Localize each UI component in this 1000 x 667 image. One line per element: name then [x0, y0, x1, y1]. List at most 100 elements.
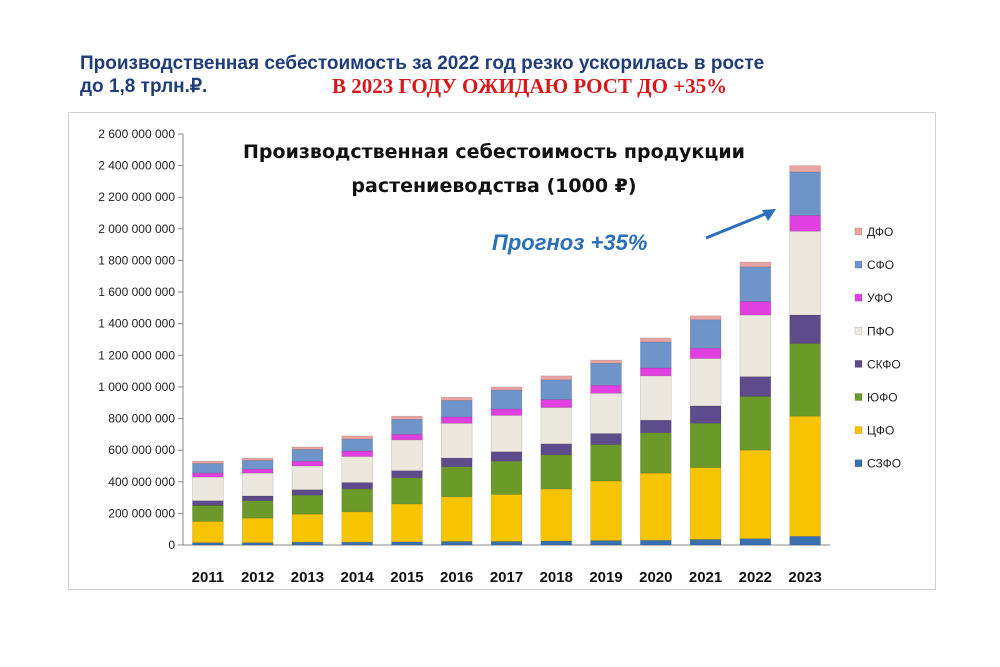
bar-segment-2012-ПФО: [241, 472, 274, 497]
bar-segment-2011-СФО: [192, 463, 224, 474]
bar-stack-2017: [490, 386, 523, 546]
bar-segment-2013-СКФО: [291, 489, 324, 496]
bar-segment-2022-ПФО: [739, 314, 772, 377]
bar-stack-2016: [441, 396, 473, 546]
bar-segment-2016-СКФО: [441, 457, 473, 468]
bar-segment-2019-ДФО: [590, 359, 622, 364]
x-tick-label: 2016: [440, 569, 473, 586]
bar-segment-2021-ЮФО: [689, 422, 722, 468]
bar-segment-2021-УФО: [689, 347, 722, 359]
bar-segment-2015-ЮФО: [391, 477, 423, 505]
bar-segment-2012-СЗФО: [241, 542, 274, 546]
legend-label: СЗФО: [867, 457, 901, 471]
bar-segment-2022-ЦФО: [739, 449, 772, 539]
x-tick-label: 2020: [639, 569, 672, 586]
bar-stack-2013: [291, 446, 324, 546]
bar-segment-2018-ДФО: [540, 375, 572, 381]
x-tick-label: 2017: [490, 569, 523, 586]
y-tick-label: 2 000 000 000: [98, 222, 175, 236]
y-tick-label: 1 200 000 000: [98, 348, 175, 362]
bar-segment-2023-СКФО: [789, 314, 821, 344]
bar-segment-2011-УФО: [192, 472, 224, 478]
bar-segment-2022-СЗФО: [739, 538, 772, 546]
bar-segment-2012-ЦФО: [241, 517, 274, 543]
bar-segment-2016-УФО: [441, 416, 473, 424]
headline: Производственная себестоимость за 2022 г…: [80, 52, 930, 98]
bar-segment-2016-ЦФО: [441, 496, 473, 542]
bar-segment-2021-ЦФО: [689, 467, 722, 540]
bar-segment-2013-ПФО: [291, 465, 324, 490]
bar-segment-2020-ЮФО: [640, 432, 672, 474]
x-tick-label: 2014: [341, 569, 375, 586]
y-tick-label: 0: [168, 538, 175, 552]
bar-stack-2018: [540, 375, 572, 546]
bar-segment-2022-СКФО: [739, 376, 772, 397]
bar-segment-2019-СФО: [590, 362, 622, 386]
x-tick-label: 2019: [589, 569, 622, 586]
bar-segment-2017-СЗФО: [490, 541, 523, 546]
bar-stack-2012: [241, 457, 274, 546]
bar-segment-2014-ДФО: [341, 435, 373, 440]
bar-segment-2018-ПФО: [540, 407, 572, 445]
bar-segment-2015-СКФО: [391, 470, 423, 479]
headline-line1: Производственная себестоимость за 2022 г…: [80, 53, 765, 74]
bar-segment-2023-СФО: [789, 171, 821, 216]
chart-bars: [192, 165, 821, 546]
bar-segment-2017-ЮФО: [490, 460, 523, 495]
bar-segment-2013-СЗФО: [291, 541, 324, 546]
x-tick-labels: 2011 2012 2013 2014 2015 2016 2017 2018 2019 2020…: [192, 569, 822, 586]
bar-segment-2012-ЮФО: [241, 500, 274, 519]
bar-segment-2015-ДФО: [391, 415, 423, 420]
bar-segment-2023-ПФО: [789, 230, 821, 316]
x-tick-label: 2015: [390, 569, 423, 586]
legend-swatch: [854, 227, 863, 236]
bar-segment-2015-ПФО: [391, 439, 423, 472]
y-tick-label: 2 400 000 000: [98, 159, 175, 173]
bar-segment-2019-ПФО: [590, 392, 622, 434]
legend-label: СФО: [867, 258, 894, 272]
bar-segment-2021-СФО: [689, 319, 722, 349]
bar-segment-2011-ПФО: [192, 476, 224, 502]
bar-stack-2011: [192, 460, 224, 546]
bar-segment-2014-ЮФО: [341, 488, 373, 513]
bar-segment-2021-ПФО: [689, 358, 722, 407]
bar-segment-2022-ДФО: [739, 261, 772, 268]
legend-swatch: [854, 426, 863, 434]
bar-segment-2023-ЦФО: [789, 415, 821, 537]
bar-stack-2015: [391, 415, 423, 546]
bar-segment-2023-СЗФО: [789, 536, 821, 546]
x-tick-label: 2021: [689, 569, 722, 586]
bar-stack-2020: [640, 337, 672, 546]
bar-segment-2022-УФО: [739, 301, 772, 316]
y-tick-label: 1 800 000 000: [98, 253, 175, 267]
y-tick-label: 1 400 000 000: [98, 317, 175, 331]
legend-swatch: [854, 293, 863, 302]
bar-segment-2016-ПФО: [441, 422, 473, 459]
bar-stack-2022: [739, 261, 772, 546]
bar-segment-2017-ДФО: [490, 386, 523, 391]
bar-segment-2014-ЦФО: [341, 511, 373, 543]
bar-segment-2021-ДФО: [689, 315, 722, 321]
y-tick-label: 1 600 000 000: [98, 285, 175, 299]
bar-segment-2023-ЮФО: [789, 343, 821, 417]
bar-segment-2018-СЗФО: [540, 540, 572, 546]
bar-stack-2019: [590, 359, 622, 546]
bar-segment-2020-СКФО: [640, 419, 672, 434]
x-tick-label: 2018: [540, 569, 573, 586]
legend-swatch: [854, 327, 863, 335]
legend-swatch: [854, 260, 863, 269]
bar-segment-2016-СФО: [441, 400, 473, 418]
forecast-arrow-head: [762, 209, 776, 221]
chart-title-line2: растениеводства (1000 ₽): [351, 175, 636, 197]
bar-segment-2020-УФО: [640, 367, 672, 377]
bar-segment-2018-ЦФО: [540, 488, 572, 542]
bar-segment-2019-УФО: [590, 385, 622, 394]
bar-segment-2012-ДФО: [241, 457, 274, 461]
bar-stack-2021: [689, 315, 722, 546]
bar-segment-2017-СКФО: [490, 451, 523, 462]
y-tick-label: 2 600 000 000: [98, 127, 175, 141]
bar-segment-2015-СЗФО: [391, 541, 423, 546]
legend-label: ЦФО: [867, 424, 894, 438]
bar-stack-2014: [341, 435, 373, 546]
